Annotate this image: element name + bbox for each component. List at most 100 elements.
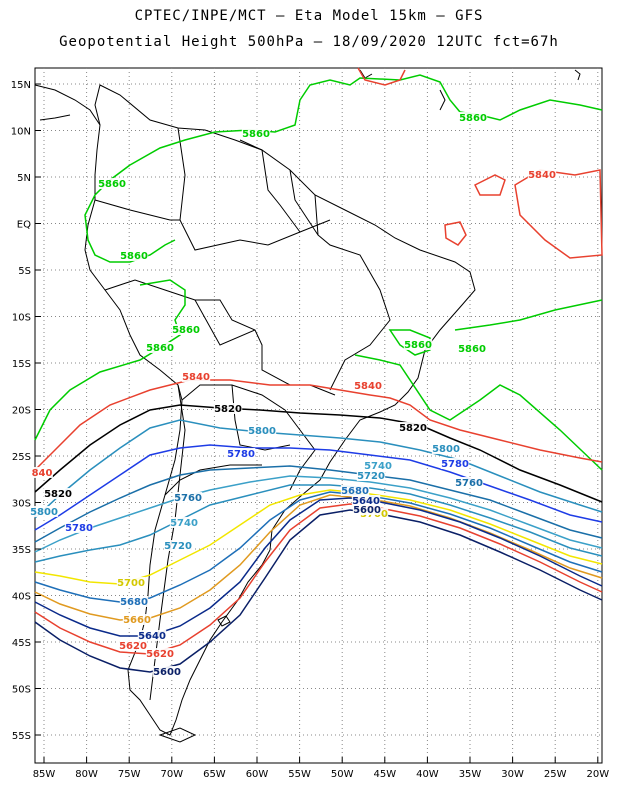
- contour-label: 5600: [152, 666, 182, 678]
- lat-label: 45S: [12, 638, 31, 649]
- contour-5800: [34, 419, 603, 519]
- svg-text:5700: 5700: [117, 578, 145, 589]
- svg-text:5860: 5860: [459, 113, 487, 124]
- svg-text:5640: 5640: [138, 631, 166, 642]
- svg-text:5860: 5860: [120, 251, 148, 262]
- lon-label: 45W: [373, 769, 396, 780]
- svg-text:5680: 5680: [341, 486, 369, 497]
- contour-label: 5860: [119, 250, 149, 262]
- contour-label: 5860: [171, 324, 201, 336]
- lon-label: 80W: [75, 769, 98, 780]
- contour-5760: [34, 465, 603, 543]
- contour-label: 5660: [122, 614, 152, 626]
- contour-5840-closed-c: [444, 221, 467, 246]
- contour-label: 5860: [97, 178, 127, 190]
- svg-text:5720: 5720: [164, 541, 192, 552]
- svg-text:5840: 5840: [528, 170, 556, 181]
- contour-label: 5700: [116, 577, 146, 589]
- lat-label: 40S: [12, 592, 31, 603]
- svg-text:5640: 5640: [352, 496, 380, 507]
- contour-5860-north: [129, 74, 603, 166]
- contour-label: 5840: [353, 380, 383, 392]
- contour-label: 5720: [163, 540, 193, 552]
- contour-label: 5620: [118, 640, 148, 652]
- graticule: [35, 68, 602, 763]
- contour-label: 5860: [145, 342, 175, 354]
- svg-text:5780: 5780: [441, 459, 469, 470]
- contour-5840-closed-a: [357, 67, 406, 86]
- svg-text:5720: 5720: [357, 471, 385, 482]
- chart-title-line-1: CPTEC/INPE/MCT – Eta Model 15km – GFS: [134, 8, 484, 24]
- svg-text:5860: 5860: [98, 179, 126, 190]
- lat-label: 55S: [12, 731, 31, 742]
- lat-label: 15S: [12, 359, 31, 370]
- svg-text:5600: 5600: [153, 667, 181, 678]
- lat-label: EQ: [17, 220, 31, 231]
- svg-text:5740: 5740: [170, 518, 198, 529]
- contour-label: 5800: [431, 443, 461, 455]
- contour-label: 5620: [145, 648, 175, 660]
- contour-5660: [34, 494, 603, 621]
- contour-labels: 5860 5860 5860 5860 5860 5860 5860 5860 5840 5840…: [29, 112, 557, 678]
- svg-text:5860: 5860: [242, 129, 270, 140]
- svg-text:5820: 5820: [399, 423, 427, 434]
- svg-text:5620: 5620: [119, 641, 147, 652]
- contour-label: 5640: [137, 630, 167, 642]
- contour-5740: [34, 475, 603, 553]
- svg-text:5760: 5760: [174, 493, 202, 504]
- svg-text:5840: 5840: [354, 381, 382, 392]
- contour-label: 5800: [29, 506, 59, 518]
- contour-label: 5860: [457, 343, 487, 355]
- lon-label: 20W: [586, 769, 609, 780]
- svg-text:5740: 5740: [364, 461, 392, 472]
- contour-label: 5780: [440, 458, 470, 470]
- contour-label: 5740: [363, 460, 393, 472]
- contour-label: 5860: [403, 339, 433, 351]
- contour-label: 840: [31, 467, 53, 479]
- contour-5860-west: [84, 164, 176, 263]
- contour-label: 5760: [173, 492, 203, 504]
- svg-text:5800: 5800: [30, 507, 58, 518]
- svg-text:5840: 5840: [182, 372, 210, 383]
- lon-label: 60W: [246, 769, 269, 780]
- svg-text:5860: 5860: [458, 344, 486, 355]
- lon-label: 30W: [501, 769, 524, 780]
- lat-label: 10S: [12, 313, 31, 324]
- lat-label: 50S: [12, 685, 31, 696]
- svg-text:840: 840: [32, 468, 53, 479]
- svg-text:5860: 5860: [146, 343, 174, 354]
- contour-5860-southeast-upper: [454, 299, 603, 331]
- contour-label: 5820: [43, 488, 73, 500]
- contour-label: 5760: [454, 477, 484, 489]
- contour-5680: [34, 491, 603, 603]
- svg-text:5860: 5860: [172, 325, 200, 336]
- lat-label: 10N: [11, 127, 31, 138]
- contour-5820: [34, 404, 603, 503]
- contour-5840-closed-b: [473, 174, 506, 196]
- lat-label: 25S: [12, 452, 31, 463]
- lon-label: 50W: [331, 769, 354, 780]
- lon-label: 75W: [118, 769, 141, 780]
- contour-label: 5740: [169, 517, 199, 529]
- contour-label: 5860: [458, 112, 488, 124]
- svg-text:5680: 5680: [120, 597, 148, 608]
- contour-label: 5820: [213, 403, 243, 415]
- lat-label: 20S: [12, 406, 31, 417]
- contour-label: 5640: [351, 495, 381, 507]
- contour-label: 5820: [398, 422, 428, 434]
- contour-label: 5800: [247, 425, 277, 437]
- contour-5860-central: [34, 279, 186, 441]
- lon-label: 25W: [544, 769, 567, 780]
- svg-text:5600: 5600: [353, 505, 381, 516]
- lon-label: 65W: [203, 769, 226, 780]
- lat-label: 30S: [12, 499, 31, 510]
- contour-5600: [34, 509, 603, 673]
- lon-label: 70W: [160, 769, 183, 780]
- contour-5840-main: [34, 379, 603, 471]
- latitude-axis: 15N 10N 5N EQ 5S 10S 15S 20S 25S 30S 35S 40S 45S 50S 5…: [11, 80, 41, 742]
- contour-5720: [34, 484, 603, 563]
- lon-label: 55W: [288, 769, 311, 780]
- chart-title-line-2: Geopotential Height 500hPa – 18/09/2020 …: [59, 34, 559, 50]
- contour-label: 5860: [241, 128, 271, 140]
